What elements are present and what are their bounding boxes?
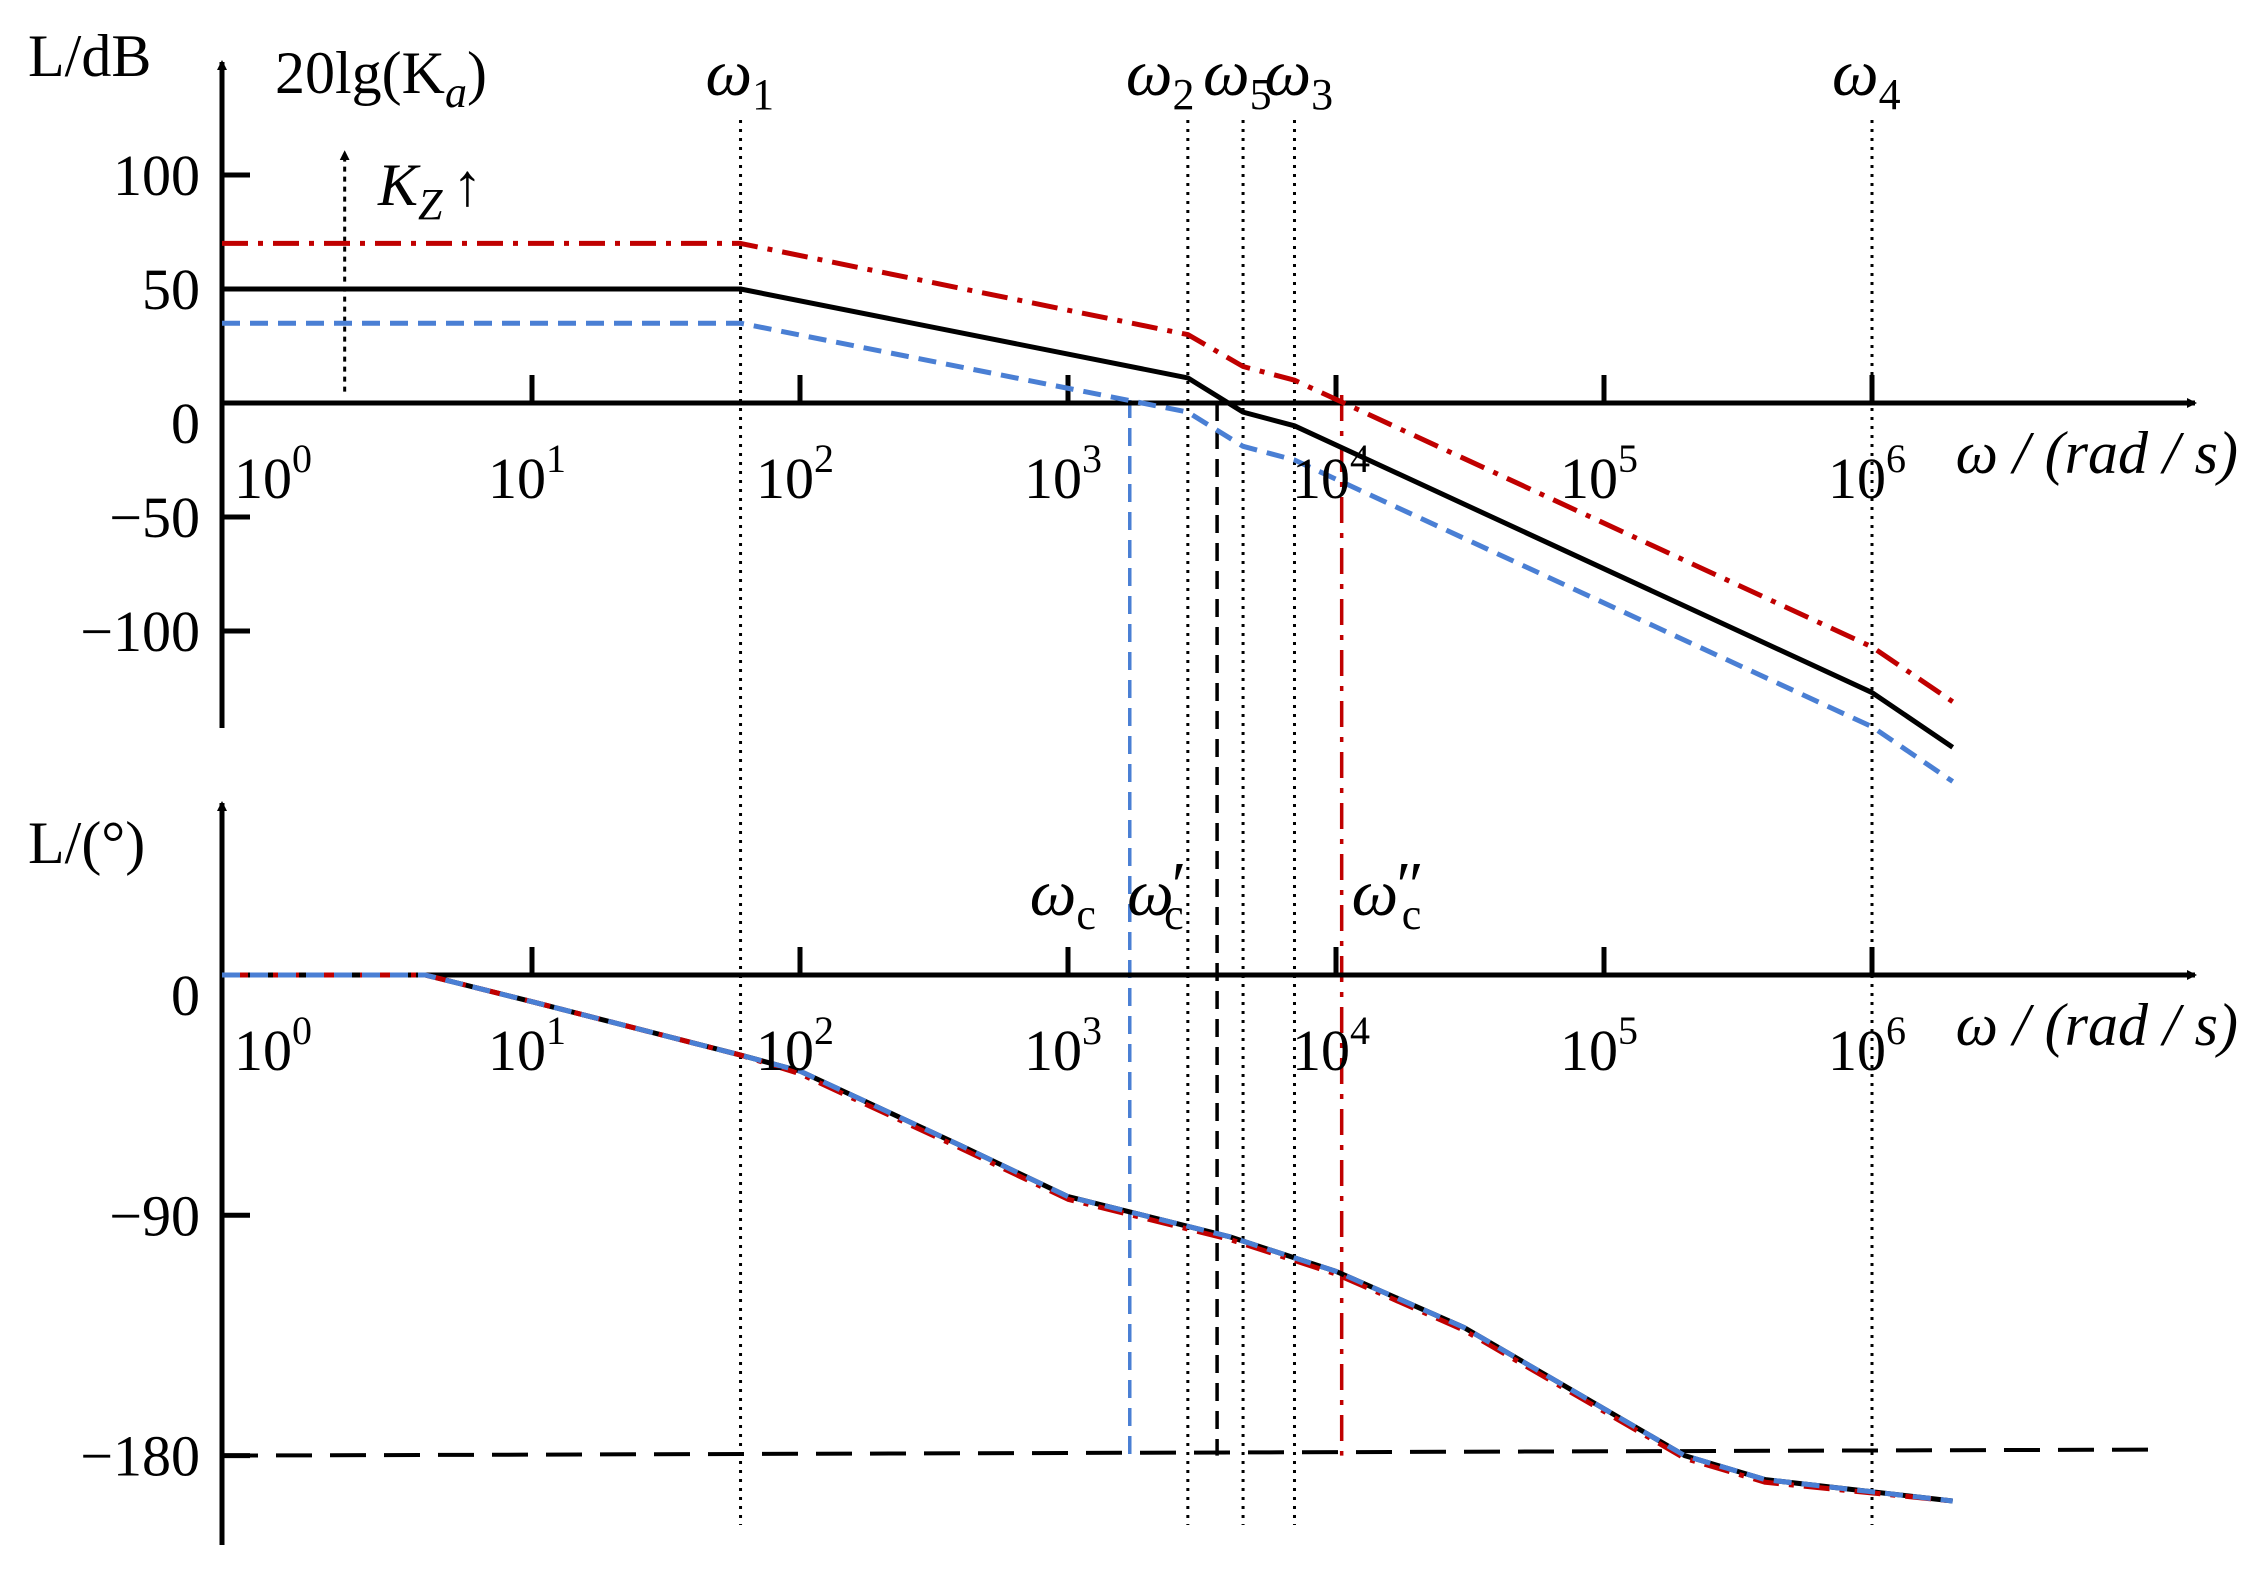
mag-x-tick-label: 106 [1828, 436, 1906, 511]
series-layer [221, 240, 2151, 1504]
phase-y-tick-label: −180 [80, 1424, 200, 1489]
mag-x-tick-label: 105 [1560, 436, 1638, 511]
phase-x-tick-label: 100 [234, 1008, 312, 1083]
mag-y-tick-label: 100 [113, 143, 200, 208]
phase-series-dashdot [222, 972, 1953, 1504]
phase-y-tick-label: −90 [109, 1183, 200, 1248]
mag-y-tick-label: 50 [142, 257, 200, 322]
phase-x-tick-label: 106 [1828, 1008, 1906, 1083]
mag-x-tick-label: 100 [234, 436, 312, 511]
mag-x-tick-label: 104 [1292, 436, 1370, 511]
corner-frequency-label-1: ω1 [706, 37, 775, 119]
crossover-label-2: ω′c [1127, 849, 1186, 939]
mag-series-solid [222, 286, 1955, 750]
mag-y-tick-label: −100 [80, 599, 200, 664]
phase-x-axis-title: ω / (rad / s) [1956, 992, 2238, 1058]
corner-frequency-label-2: ω2 [1126, 37, 1195, 119]
corner-frequency-label-3: ω3 [1264, 37, 1333, 119]
mag-y-tick-label: 0 [171, 391, 200, 456]
phase-x-tick-label: 101 [488, 1008, 566, 1083]
mag-series-dashdot [222, 240, 1955, 704]
mag-y-tick-label: −50 [109, 485, 200, 550]
mag-series-dashed [222, 320, 1955, 784]
mag-x-tick-label: 103 [1024, 436, 1102, 511]
mag-x-tick-label: 102 [756, 436, 834, 511]
mag-x-axis-title: ω / (rad / s) [1956, 420, 2238, 486]
phase-x-tick-label: 105 [1560, 1008, 1638, 1083]
corner-frequency-label-5: ω5 [1203, 37, 1272, 119]
phase-x-tick-label: 103 [1024, 1008, 1102, 1083]
mag-x-tick-label: 101 [488, 436, 566, 511]
kz-label: KZ ↑ [377, 152, 483, 229]
phase-x-tick-label: 104 [1292, 1008, 1370, 1083]
phase-y-tick-label: 0 [171, 963, 200, 1028]
guide-lines-layer [339, 120, 1874, 1525]
crossover-label-1: ωc [1030, 857, 1096, 939]
phase-x-tick-label: 102 [756, 1008, 834, 1083]
mag-y-axis-title: L/dB [28, 23, 151, 89]
gain-label: 20lg(Ka) [275, 40, 487, 117]
phase-series-dashed [222, 972, 1953, 1504]
corner-frequency-label-4: ω4 [1832, 37, 1901, 119]
crossover-label-3: ω″c [1352, 849, 1424, 939]
axes-layer [217, 60, 2197, 1545]
phase-y-axis-title: L/(°) [28, 810, 145, 876]
reference-line-minus-180 [221, 1447, 2151, 1458]
phase-series-solid [222, 972, 1953, 1504]
